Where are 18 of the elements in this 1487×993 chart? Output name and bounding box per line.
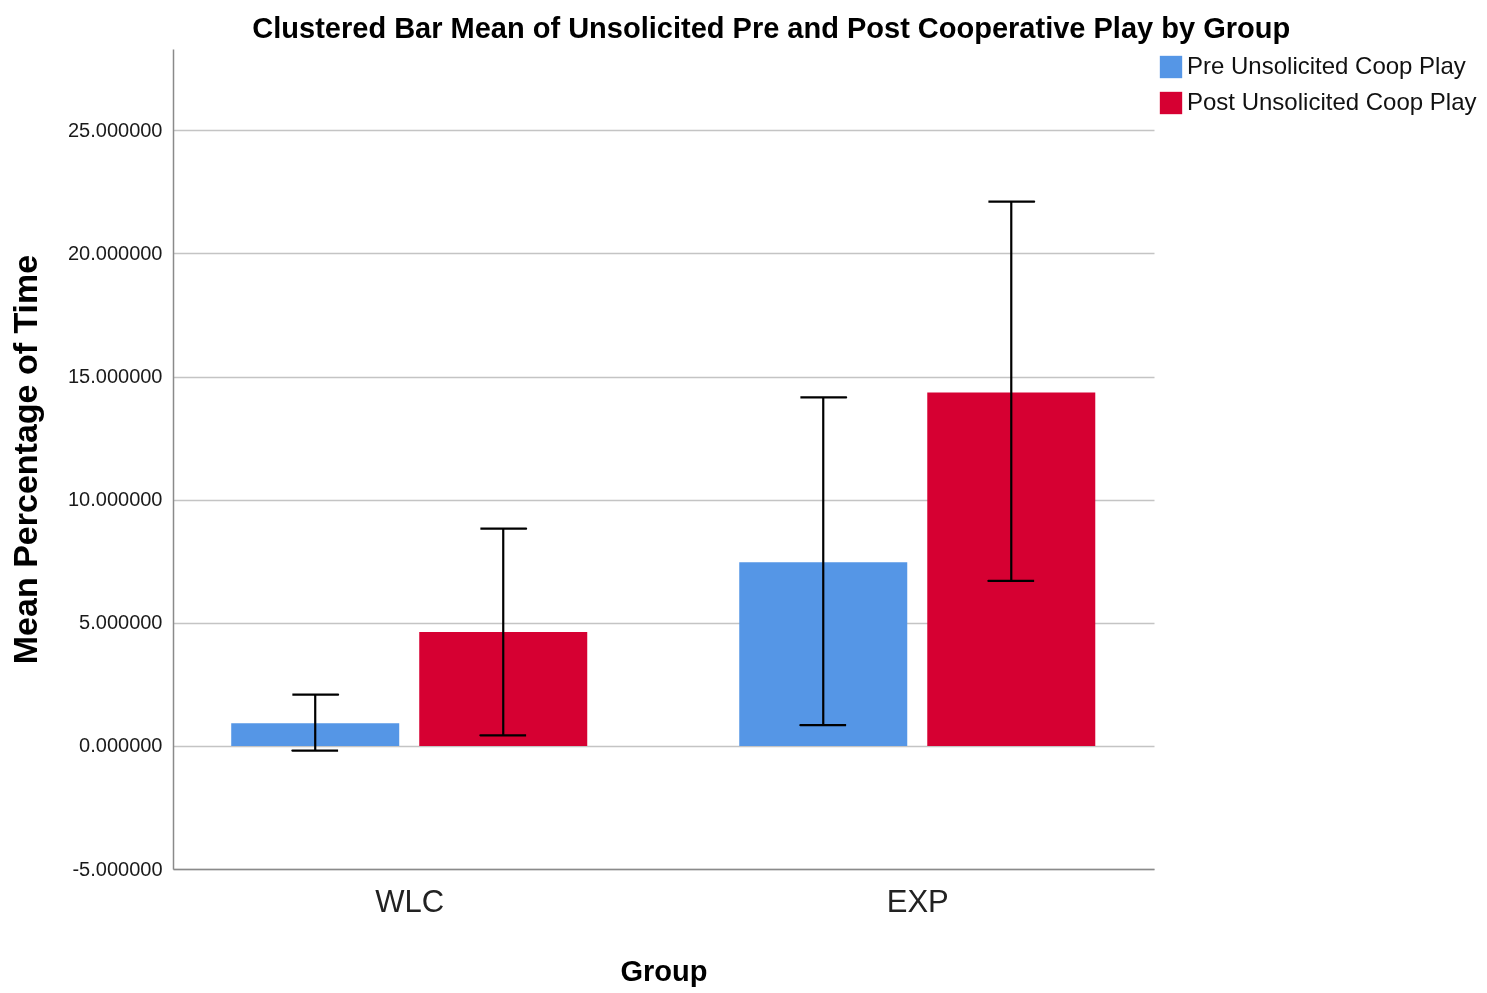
chart-title: Clustered Bar Mean of Unsolicited Pre and Post Cooperative Play by Group <box>252 12 1291 44</box>
y-axis-title: Mean Percentage of Time <box>5 254 44 665</box>
bar <box>231 723 400 746</box>
y-tick-label: -5.000000 <box>72 857 163 880</box>
bar <box>739 562 908 746</box>
y-tick-label: 0.000000 <box>79 734 163 757</box>
y-tick-label: 15.000000 <box>67 365 163 388</box>
y-tick-label: 5.000000 <box>79 611 163 634</box>
x-tick-label: WLC <box>375 883 445 919</box>
legend-label: Pre Unsolicited Coop Play <box>1187 52 1466 79</box>
y-tick-label: 20.000000 <box>67 241 163 264</box>
y-tick-label: 25.000000 <box>67 118 163 141</box>
bar <box>419 632 588 746</box>
legend-label: Post Unsolicited Coop Play <box>1187 88 1477 115</box>
x-tick-label: EXP <box>886 883 949 919</box>
bar <box>927 392 1096 746</box>
x-axis-title: Group <box>620 954 708 987</box>
y-tick-label: 10.000000 <box>67 488 163 511</box>
